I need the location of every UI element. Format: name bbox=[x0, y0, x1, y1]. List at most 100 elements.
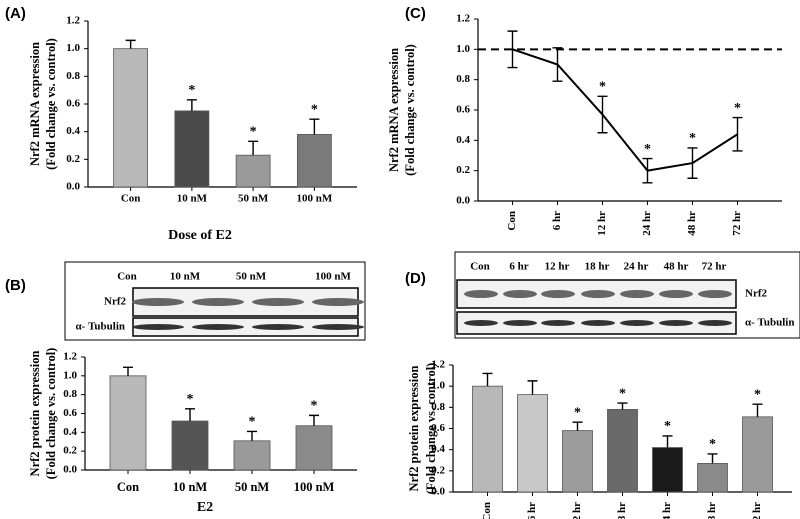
error-bar bbox=[123, 366, 133, 376]
y-tick-label: 1.2 bbox=[66, 15, 80, 27]
x-axis-label: E2 bbox=[197, 500, 213, 515]
y-axis-label: Nrf2 protein expression bbox=[28, 350, 42, 476]
blot-band bbox=[503, 290, 537, 298]
blot-band bbox=[698, 320, 732, 326]
x-tick-label: 6 hr bbox=[551, 211, 563, 230]
bar bbox=[742, 416, 773, 493]
blot-lane-label: 24 hr bbox=[624, 261, 649, 273]
error-bar bbox=[248, 140, 259, 156]
y-tick-label: 0.6 bbox=[431, 422, 445, 434]
y-tick-label: 0.4 bbox=[431, 443, 445, 455]
x-tick-label: Con bbox=[117, 480, 139, 494]
error-bar bbox=[732, 116, 743, 152]
x-tick-label: Con bbox=[481, 502, 493, 519]
bar bbox=[697, 463, 728, 493]
bar bbox=[235, 154, 271, 188]
y-tick-label: 0.8 bbox=[456, 73, 470, 85]
y-tick-label: 1.0 bbox=[431, 380, 445, 392]
error-bar bbox=[482, 372, 493, 387]
error-bar bbox=[186, 99, 197, 111]
blot-lane-label: 10 nM bbox=[170, 271, 201, 283]
blot-band bbox=[620, 320, 654, 326]
blot-band bbox=[464, 290, 498, 298]
blot-lane-label: 50 nM bbox=[236, 271, 267, 283]
y-axis-label: (Fold change vs. control) bbox=[44, 38, 58, 170]
y-axis-label: Nrf2 mRNA expression bbox=[387, 48, 401, 172]
blot-lane-label: Con bbox=[470, 261, 490, 273]
bar bbox=[174, 110, 210, 188]
x-tick-label: 12 hr bbox=[596, 211, 608, 236]
line bbox=[512, 48, 739, 172]
y-axis-label: (Fold change vs. control) bbox=[44, 348, 58, 480]
panel-label: (D) bbox=[405, 270, 426, 287]
y-tick-label: 0.2 bbox=[66, 153, 80, 165]
error-bar bbox=[707, 453, 718, 464]
y-tick-label: 0.0 bbox=[63, 464, 77, 476]
significance-marker: * bbox=[754, 387, 761, 402]
x-tick-label: 100 nM bbox=[294, 480, 335, 494]
significance-marker: * bbox=[250, 125, 257, 140]
blot-lane-label: 48 hr bbox=[664, 261, 689, 273]
error-bar bbox=[507, 30, 518, 69]
y-tick-label: 0.6 bbox=[456, 104, 470, 116]
panel-label: (B) bbox=[5, 277, 26, 294]
error-bar bbox=[687, 147, 698, 179]
blot-band bbox=[620, 290, 654, 298]
x-axis-label: Dose of E2 bbox=[168, 228, 232, 243]
blot-band bbox=[132, 324, 184, 330]
error-bar bbox=[527, 380, 538, 395]
bar bbox=[472, 385, 503, 493]
blot-row-label: α- Tubulin bbox=[745, 317, 794, 329]
x-tick-label: 100 nM bbox=[297, 193, 333, 205]
significance-marker: * bbox=[599, 80, 606, 95]
y-axis-label: (Fold change vs. control) bbox=[403, 44, 417, 176]
blot-band bbox=[192, 298, 244, 306]
significance-marker: * bbox=[188, 83, 195, 98]
blot-lane-label: 72 hr bbox=[702, 261, 727, 273]
bar bbox=[652, 447, 683, 493]
y-tick-label: 0.8 bbox=[66, 70, 80, 82]
error-bar bbox=[309, 414, 319, 426]
blot-band bbox=[252, 298, 304, 306]
y-tick-label: 1.0 bbox=[456, 43, 470, 55]
blot-band bbox=[252, 324, 304, 330]
significance-marker: * bbox=[664, 419, 671, 434]
blot-band bbox=[698, 290, 732, 298]
y-tick-label: 0.0 bbox=[456, 195, 470, 207]
bar bbox=[171, 420, 209, 471]
y-axis-label: Nrf2 mRNA expression bbox=[28, 42, 42, 166]
blot-band bbox=[541, 320, 575, 326]
y-tick-label: 0.4 bbox=[66, 125, 80, 137]
panel-label: (A) bbox=[5, 5, 26, 22]
significance-marker: * bbox=[249, 415, 256, 430]
error-bar bbox=[752, 403, 763, 417]
significance-marker: * bbox=[734, 101, 741, 116]
y-tick-label: 0.6 bbox=[63, 407, 77, 419]
significance-marker: * bbox=[644, 142, 651, 157]
bar bbox=[296, 134, 332, 188]
blot-band bbox=[659, 320, 693, 326]
error-bar bbox=[662, 435, 673, 448]
blot-band bbox=[192, 324, 244, 330]
x-tick-label: 48 hr bbox=[706, 502, 718, 519]
blot-band bbox=[312, 324, 364, 330]
x-tick-label: 50 nM bbox=[235, 480, 270, 494]
y-tick-label: 1.2 bbox=[431, 359, 445, 371]
y-tick-label: 1.2 bbox=[63, 351, 77, 363]
significance-marker: * bbox=[709, 437, 716, 452]
x-tick-label: 72 hr bbox=[731, 211, 743, 236]
blot-row-label: Nrf2 bbox=[745, 288, 767, 300]
bar bbox=[562, 430, 593, 493]
y-tick-label: 1.0 bbox=[63, 369, 77, 381]
x-tick-label: 72 hr bbox=[751, 502, 763, 519]
panel-label: (C) bbox=[405, 5, 426, 22]
y-tick-label: 0.2 bbox=[63, 445, 77, 457]
y-tick-label: 0.4 bbox=[63, 426, 77, 438]
y-tick-label: 1.2 bbox=[456, 13, 470, 25]
x-tick-label: Con bbox=[121, 193, 141, 205]
x-tick-label: 18 hr bbox=[616, 502, 628, 519]
error-bar bbox=[597, 95, 608, 134]
y-tick-label: 0.2 bbox=[456, 164, 470, 176]
y-tick-label: 0.8 bbox=[431, 401, 445, 413]
